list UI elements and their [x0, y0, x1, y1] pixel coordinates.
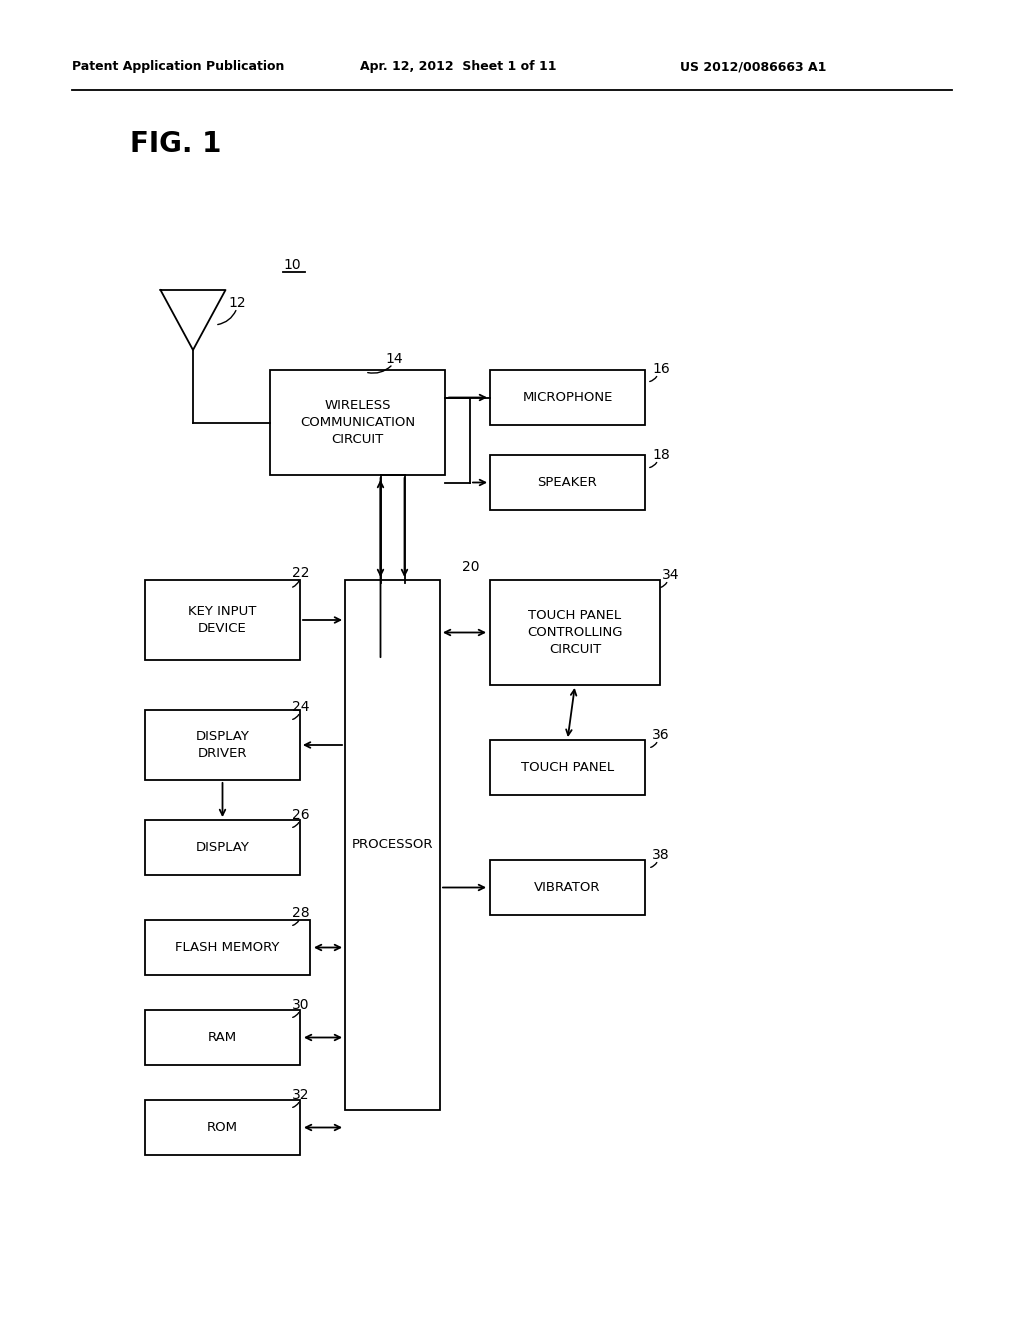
Text: US 2012/0086663 A1: US 2012/0086663 A1 — [680, 59, 826, 73]
FancyArrowPatch shape — [293, 1012, 299, 1018]
Text: KEY INPUT
DEVICE: KEY INPUT DEVICE — [188, 605, 257, 635]
Text: MICROPHONE: MICROPHONE — [522, 391, 612, 404]
Bar — [490, 370, 645, 425]
Text: 26: 26 — [292, 808, 309, 822]
Text: Patent Application Publication: Patent Application Publication — [72, 59, 285, 73]
Bar — [490, 861, 645, 915]
FancyArrowPatch shape — [650, 462, 656, 467]
Text: PROCESSOR: PROCESSOR — [352, 838, 433, 851]
Text: 20: 20 — [462, 560, 479, 574]
Text: 22: 22 — [292, 566, 309, 579]
Text: FLASH MEMORY: FLASH MEMORY — [175, 941, 280, 954]
Text: SPEAKER: SPEAKER — [538, 477, 597, 488]
FancyArrowPatch shape — [293, 581, 299, 587]
Text: 34: 34 — [662, 568, 680, 582]
FancyArrowPatch shape — [293, 920, 299, 925]
FancyArrowPatch shape — [218, 310, 236, 325]
Text: TOUCH PANEL
CONTROLLING
CIRCUIT: TOUCH PANEL CONTROLLING CIRCUIT — [527, 609, 623, 656]
Text: ROM: ROM — [207, 1121, 238, 1134]
Text: 10: 10 — [283, 257, 301, 272]
Text: 30: 30 — [292, 998, 309, 1012]
Bar — [490, 579, 660, 685]
FancyArrowPatch shape — [293, 714, 299, 719]
Text: WIRELESS
COMMUNICATION
CIRCUIT: WIRELESS COMMUNICATION CIRCUIT — [300, 399, 415, 446]
FancyArrowPatch shape — [368, 366, 391, 374]
Text: 28: 28 — [292, 906, 309, 920]
Bar — [490, 741, 645, 795]
Text: 36: 36 — [652, 729, 670, 742]
Bar — [145, 920, 310, 975]
Text: Apr. 12, 2012  Sheet 1 of 11: Apr. 12, 2012 Sheet 1 of 11 — [360, 59, 556, 73]
Text: 24: 24 — [292, 700, 309, 714]
Bar — [145, 579, 300, 660]
FancyArrowPatch shape — [650, 743, 656, 747]
Text: FIG. 1: FIG. 1 — [130, 129, 221, 158]
FancyArrowPatch shape — [293, 822, 299, 828]
Bar — [145, 710, 300, 780]
Bar — [490, 455, 645, 510]
Text: DISPLAY
DRIVER: DISPLAY DRIVER — [196, 730, 250, 760]
Text: DISPLAY: DISPLAY — [196, 841, 250, 854]
Text: 38: 38 — [652, 847, 670, 862]
Text: 12: 12 — [228, 296, 246, 310]
Bar — [270, 370, 445, 475]
Text: RAM: RAM — [208, 1031, 238, 1044]
FancyArrowPatch shape — [293, 1102, 299, 1107]
Text: VIBRATOR: VIBRATOR — [535, 880, 601, 894]
FancyArrowPatch shape — [650, 862, 656, 867]
Bar — [145, 1010, 300, 1065]
Text: 18: 18 — [652, 447, 670, 462]
Text: TOUCH PANEL: TOUCH PANEL — [521, 762, 614, 774]
Text: 32: 32 — [292, 1088, 309, 1102]
Text: 14: 14 — [385, 352, 402, 366]
Text: 16: 16 — [652, 362, 670, 376]
FancyArrowPatch shape — [660, 582, 667, 587]
Bar — [145, 820, 300, 875]
Bar — [345, 579, 440, 1110]
FancyArrowPatch shape — [650, 376, 656, 381]
Bar — [145, 1100, 300, 1155]
